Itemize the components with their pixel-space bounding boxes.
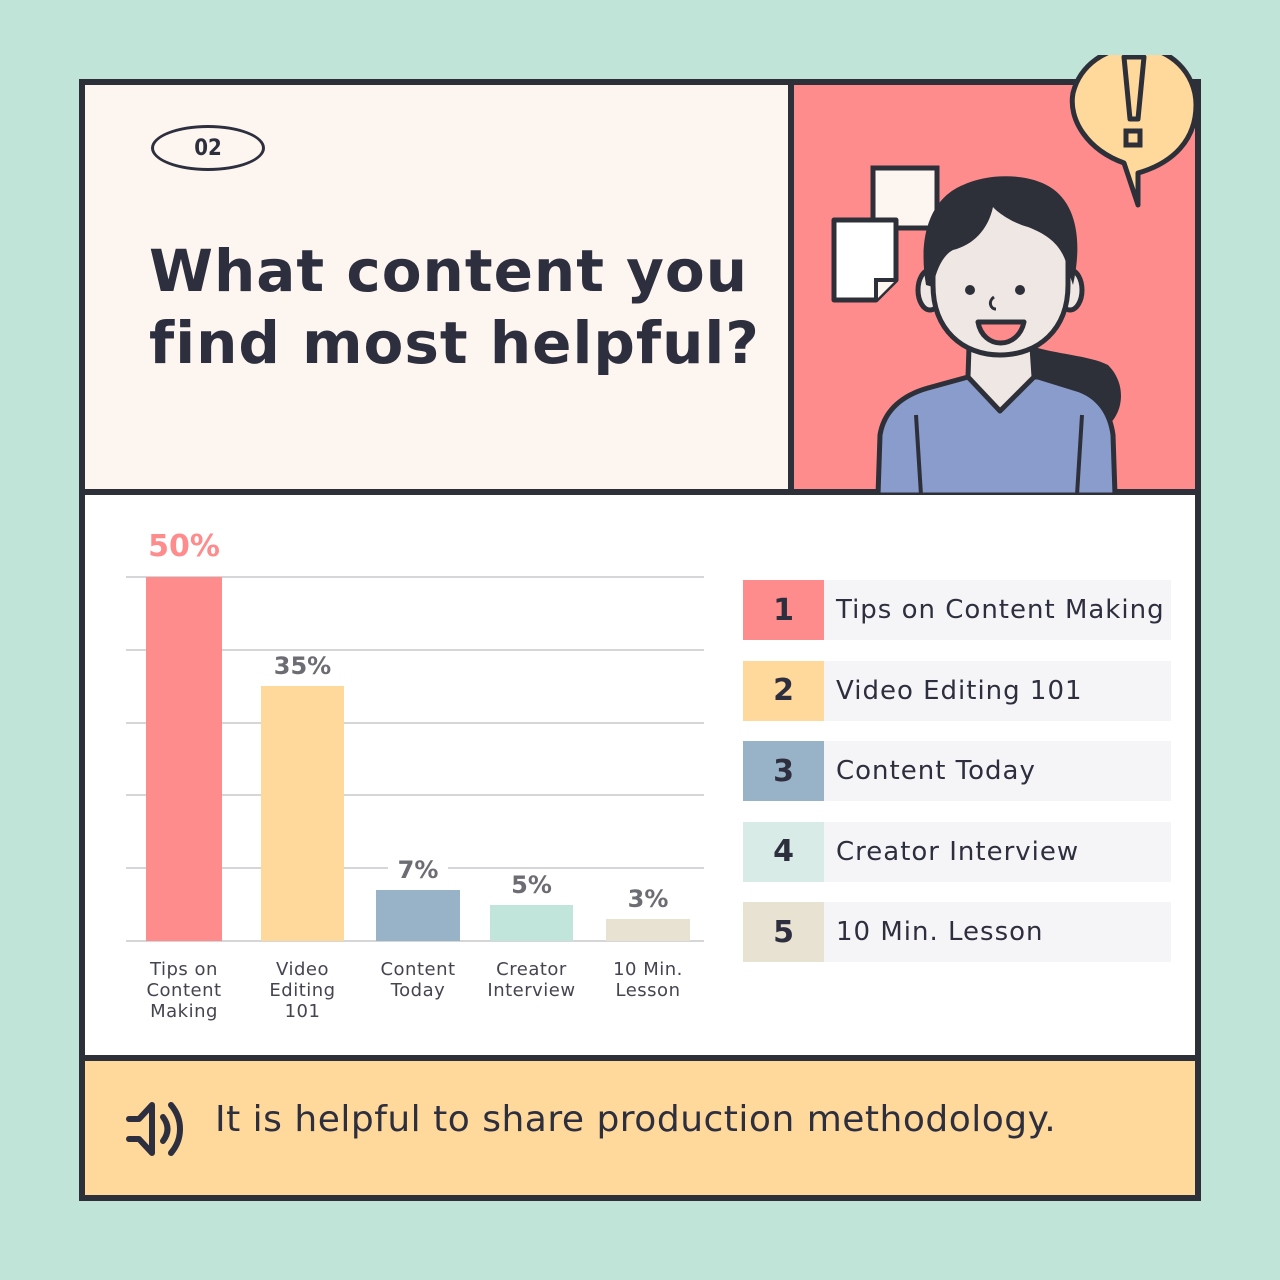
gridline	[126, 794, 704, 797]
results-panel: 50% Tips on Content Making 35% Video Editing 10…	[85, 495, 1195, 1055]
footer-note: It is helpful to share production method…	[215, 1099, 1057, 1140]
bar-value-label: 5%	[501, 870, 562, 899]
header-panel: 02 What content you find most helpful?	[85, 85, 788, 489]
gridline	[126, 648, 704, 651]
legend-item: 2 Video Editing 101	[743, 660, 1171, 721]
legend-rank: 2	[743, 660, 824, 721]
category-label: Tips on Content Making	[146, 959, 222, 1022]
category-label: Video Editing 101	[269, 959, 336, 1022]
legend-rank: 5	[743, 902, 824, 962]
gridline	[126, 940, 704, 942]
legend-label: Creator Interview	[824, 821, 1171, 882]
category-label: Content Today	[380, 959, 456, 1001]
bar-3	[376, 890, 460, 941]
bar-1	[146, 577, 222, 941]
bar-2	[261, 686, 344, 941]
legend-item: 5 10 Min. Lesson	[743, 902, 1171, 962]
gridline	[126, 721, 704, 724]
title-line-1: What content you	[149, 237, 749, 305]
page-title: What content you find most helpful?	[149, 235, 769, 379]
illustration-panel	[794, 55, 1199, 495]
title-line-2: find most helpful?	[149, 309, 760, 377]
infographic-frame: 02 What content you find most helpful?	[79, 55, 1201, 1201]
category-label: Creator Interview	[487, 959, 576, 1001]
bar-4	[490, 904, 573, 941]
bar-value-label: 7%	[388, 856, 448, 885]
legend-label: 10 Min. Lesson	[824, 902, 1171, 962]
page-number-badge: 02	[151, 125, 265, 171]
legend-label: Tips on Content Making	[824, 580, 1171, 640]
legend-rank: 3	[743, 741, 824, 801]
bar-value-label: 3%	[618, 885, 678, 914]
legend-item: 3 Content Today	[743, 741, 1171, 801]
bar-5	[606, 919, 690, 941]
category-label: 10 Min. Lesson	[613, 959, 683, 1001]
legend-rank: 1	[743, 580, 824, 640]
legend-rank: 4	[743, 821, 824, 882]
legend-label: Video Editing 101	[824, 660, 1171, 721]
legend-item: 1 Tips on Content Making	[743, 580, 1171, 640]
speaker-icon	[126, 1102, 183, 1156]
footer-panel: It is helpful to share production method…	[85, 1061, 1195, 1195]
bar-value-label: 50%	[148, 529, 220, 564]
gridline	[126, 576, 704, 578]
bar-value-label: 35%	[272, 652, 333, 681]
woman-illustration	[831, 55, 1199, 495]
legend-label: Content Today	[824, 741, 1171, 801]
bar-chart: 50% Tips on Content Making 35% Video Editing 10…	[126, 525, 706, 1035]
legend-item: 4 Creator Interview	[743, 821, 1171, 882]
